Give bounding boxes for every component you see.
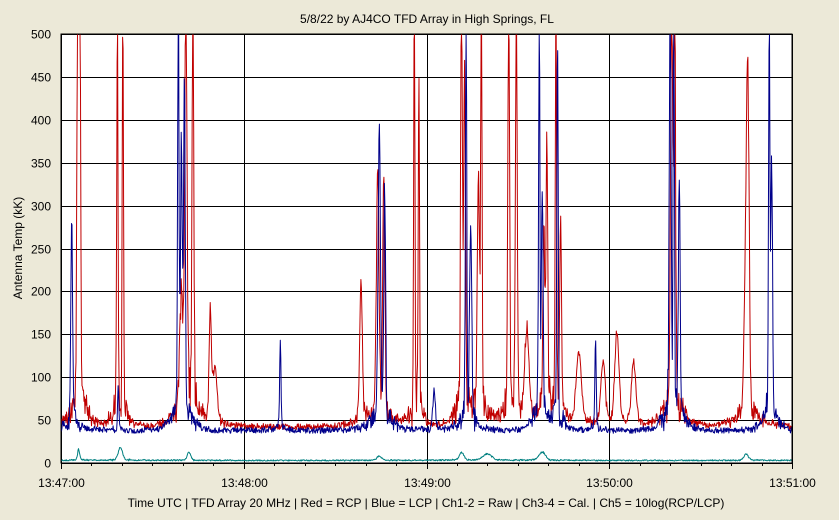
y-tick-label: 400 [31,114,51,128]
y-tick-label: 50 [38,414,52,428]
x-tick-label: 13:48:00 [221,476,268,490]
y-ticks: 0 50 100 150 200 250 300 350 400 450 500 [31,28,51,471]
plot-border [60,33,793,464]
y-axis-label: Antenna Temp (kK) [11,197,25,300]
x-tick-label: 13:50:00 [586,476,633,490]
y-tick-label: 450 [31,71,51,85]
series-line-ratio [60,447,793,462]
y-tick-label: 150 [31,328,51,342]
y-tick-label: 200 [31,285,51,299]
x-axis-caption: Time UTC | TFD Array 20 MHz | Red = RCP … [128,496,725,510]
y-tick-label: 100 [31,371,51,385]
y-tick-label: 250 [31,243,51,257]
x-tick-label: 13:51:00 [769,476,816,490]
plot-area [61,34,792,463]
x-tick-label: 13:49:00 [404,476,451,490]
x-tick-label: 13:47:00 [38,476,85,490]
y-tick-label: 350 [31,157,51,171]
y-tick-label: 500 [31,28,51,42]
x-ticks: 13:47:00 13:48:00 13:49:00 13:50:00 13:51:00 [38,463,816,490]
series-line-rcp [60,33,793,431]
chart-title: 5/8/22 by AJ4CO TFD Array in High Spring… [300,12,554,26]
y-tick-label: 300 [31,200,51,214]
y-tick-label: 0 [44,457,51,471]
